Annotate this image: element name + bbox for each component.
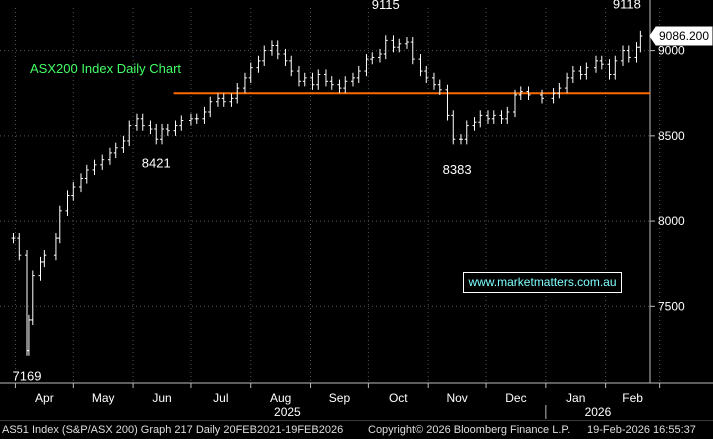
x-tick-label: Oct — [389, 391, 408, 405]
price-annotation: 9118 — [613, 0, 641, 12]
x-tick-label: May — [92, 391, 115, 405]
footer-copyright: Copyright© 2026 Bloomberg Finance L.P. — [368, 424, 571, 436]
price-annotation: 8383 — [443, 162, 472, 177]
chart-title: ASX200 Index Daily Chart — [30, 61, 181, 76]
x-tick-label: Nov — [446, 391, 467, 405]
asx200-chart: 7500 8000 8500 9000 Apr May Jun Jul Aug Sep Oct Nov… — [0, 0, 713, 419]
price-annotation: 7169 — [13, 369, 42, 384]
y-tick-label: 8500 — [658, 129, 685, 143]
x-tick-label: Aug — [270, 391, 291, 405]
x-tick-label: Jun — [152, 391, 171, 405]
x-tick-label: Feb — [622, 391, 643, 405]
footer-bar: AS51 Index (S&P/ASX 200) Graph 217 Daily… — [0, 420, 713, 439]
x-tick-label: Jul — [213, 391, 228, 405]
footer-timestamp: 19-Feb-2026 16:55:37 — [587, 424, 696, 436]
last-price-badge — [649, 26, 713, 46]
price-annotation: 9115 — [372, 0, 400, 12]
last-price-label: 9086.200 — [659, 29, 709, 43]
y-tick-label: 7500 — [658, 299, 685, 313]
x-tick-label: Dec — [505, 391, 526, 405]
footer-left-text: AS51 Index (S&P/ASX 200) Graph 217 Daily… — [2, 424, 344, 436]
y-tick-label: 9000 — [658, 44, 685, 58]
price-annotation: 8421 — [142, 155, 171, 170]
x-tick-label: Jan — [566, 391, 585, 405]
x-tick-label: Sep — [329, 391, 351, 405]
y-tick-label: 8000 — [658, 214, 685, 228]
x-tick-label: Apr — [35, 391, 54, 405]
watermark-link[interactable]: www.marketmatters.com.au — [463, 272, 622, 293]
year-label: 2025 — [274, 405, 301, 419]
year-label: 2026 — [585, 405, 612, 419]
